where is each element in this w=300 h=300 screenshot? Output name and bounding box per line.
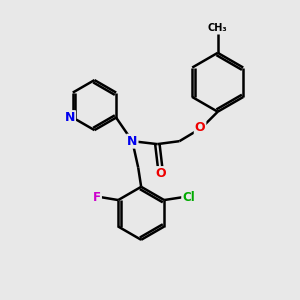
Text: F: F bbox=[93, 190, 101, 204]
Text: Cl: Cl bbox=[182, 190, 195, 204]
Text: N: N bbox=[65, 111, 75, 124]
Text: O: O bbox=[155, 167, 166, 180]
Text: CH₃: CH₃ bbox=[208, 23, 227, 33]
Text: O: O bbox=[195, 122, 206, 134]
Text: N: N bbox=[127, 135, 137, 148]
